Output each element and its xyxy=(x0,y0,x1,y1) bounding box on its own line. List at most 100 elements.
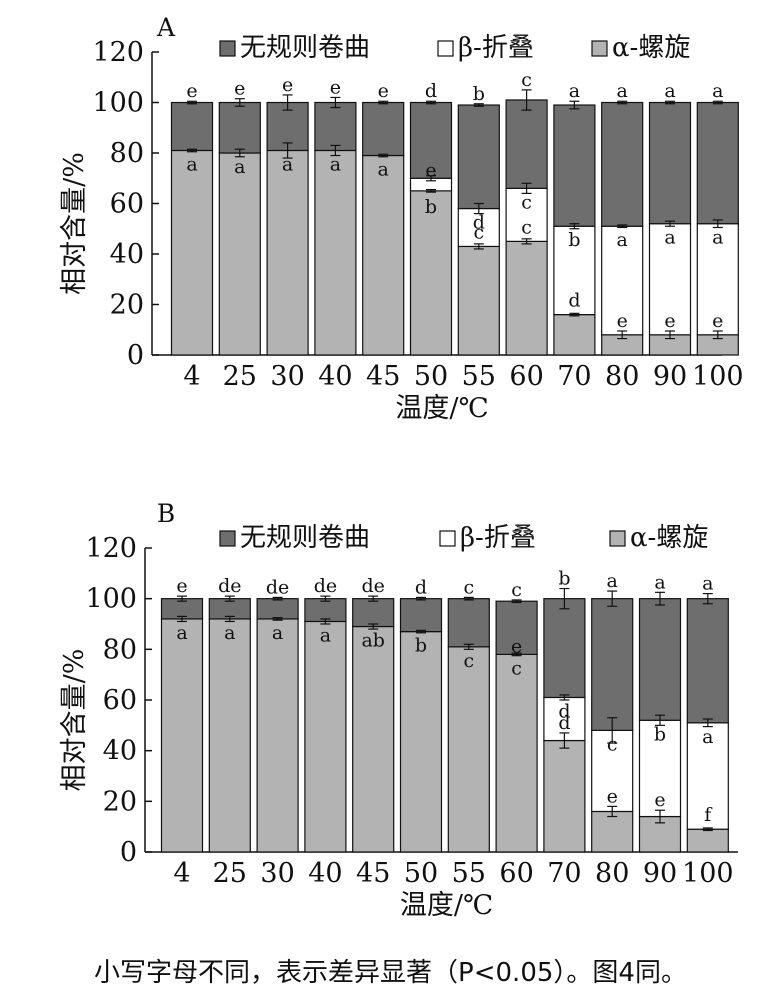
bar-random-coil xyxy=(256,598,299,620)
y-tick-label: 80 xyxy=(103,634,137,665)
bar-random-coil xyxy=(543,598,586,699)
significance-letter: e xyxy=(511,635,522,657)
bar-random-coil xyxy=(553,104,596,227)
significance-letter: c xyxy=(521,69,532,91)
x-tick-label: 25 xyxy=(223,361,257,392)
bar-random-coil xyxy=(409,101,453,179)
significance-letter: ab xyxy=(361,630,385,652)
bar-beta-sheet xyxy=(553,225,596,316)
x-tick-label: 30 xyxy=(270,361,304,392)
y-tick-label: 20 xyxy=(110,290,144,321)
legend-label-beta-sheet: β-折叠 xyxy=(460,523,536,553)
significance-letter: a xyxy=(664,80,675,102)
significance-letter: e xyxy=(282,74,293,96)
bar-random-coil xyxy=(170,101,214,152)
x-tick-label: 60 xyxy=(499,858,533,889)
x-tick-label: 100 xyxy=(692,361,744,392)
significance-letter: a xyxy=(569,80,580,102)
significance-letter: a xyxy=(702,573,713,595)
significance-letter: c xyxy=(511,579,522,601)
significance-letter: d xyxy=(558,712,570,734)
significance-letter: e xyxy=(330,76,341,98)
y-tick-label: 120 xyxy=(92,37,144,68)
bar-beta-sheet xyxy=(601,225,644,336)
significance-letter: e xyxy=(607,785,618,807)
x-tick-label: 4 xyxy=(183,361,200,392)
legend-label-random-coil: 无规则卷曲 xyxy=(240,33,370,63)
significance-letter: a xyxy=(282,153,293,175)
legend-swatch-random-coil xyxy=(219,530,236,547)
y-axis-title: 相对含量/% xyxy=(59,152,90,295)
legend-label-alpha-helix: α-螺旋 xyxy=(630,523,708,553)
bar-random-coil xyxy=(362,101,405,157)
significance-letter: de xyxy=(361,575,384,597)
y-tick-label: 0 xyxy=(120,837,137,868)
significance-letter: a xyxy=(224,622,235,644)
bar-random-coil xyxy=(638,598,682,721)
x-tick-label: 40 xyxy=(318,361,352,392)
x-tick-label: 90 xyxy=(653,361,687,392)
y-axis-title: 相对含量/% xyxy=(59,649,90,792)
significance-letter: a xyxy=(664,227,675,249)
x-tick-label: 80 xyxy=(595,858,629,889)
significance-letter: a xyxy=(378,159,389,181)
significance-letter: b xyxy=(473,83,485,105)
bar-alpha-helix xyxy=(304,620,347,853)
legend-swatch-beta-sheet xyxy=(439,530,456,547)
x-tick-label: 4 xyxy=(173,858,190,889)
bar-alpha-helix xyxy=(591,810,634,853)
bar-random-coil xyxy=(304,598,347,623)
significance-letter: e xyxy=(176,575,187,597)
bar-random-coil xyxy=(457,104,500,210)
bar-random-coil xyxy=(686,598,729,724)
significance-letter: b xyxy=(568,229,580,251)
bar-alpha-helix xyxy=(160,618,204,853)
bar-alpha-helix xyxy=(256,618,299,853)
bar-random-coil xyxy=(591,598,634,732)
significance-letter: e xyxy=(664,310,675,332)
x-tick-label: 100 xyxy=(682,858,734,889)
significance-letter: b xyxy=(654,723,666,745)
bar-alpha-helix xyxy=(447,646,490,853)
significance-letter: e xyxy=(654,789,665,811)
bar-alpha-helix xyxy=(409,190,453,356)
significance-letter: e xyxy=(712,310,723,332)
bar-random-coil xyxy=(601,101,644,227)
bar-alpha-helix xyxy=(686,828,729,853)
x-tick-label: 90 xyxy=(643,858,677,889)
bar-alpha-helix xyxy=(208,618,251,853)
significance-letter: b xyxy=(415,635,427,657)
x-tick-label: 45 xyxy=(356,858,390,889)
legend-label-alpha-helix: α-螺旋 xyxy=(612,33,690,63)
significance-letter: c xyxy=(473,221,484,243)
y-tick-label: 40 xyxy=(103,736,137,767)
significance-letter: a xyxy=(702,726,713,748)
x-tick-label: 25 xyxy=(213,858,247,889)
x-tick-label: 70 xyxy=(547,858,581,889)
significance-letter: f xyxy=(704,804,713,826)
x-tick-label: 50 xyxy=(404,858,438,889)
bar-alpha-helix xyxy=(314,149,357,356)
legend-swatch-alpha-helix xyxy=(591,40,608,57)
significance-letter: c xyxy=(607,733,618,755)
significance-letter: de xyxy=(266,576,289,598)
bar-alpha-helix xyxy=(457,245,500,356)
bar-alpha-helix xyxy=(266,149,309,356)
bar-beta-sheet xyxy=(505,187,548,242)
legend-label-beta-sheet: β-折叠 xyxy=(458,33,534,63)
bar-random-coil xyxy=(505,99,548,189)
legend-swatch-beta-sheet xyxy=(437,40,454,57)
significance-letter: a xyxy=(617,80,628,102)
legend-swatch-random-coil xyxy=(219,40,236,57)
y-tick-label: 0 xyxy=(127,340,144,371)
x-tick-label: 80 xyxy=(605,361,639,392)
x-tick-label: 50 xyxy=(414,361,448,392)
y-tick-label: 60 xyxy=(110,189,144,220)
significance-letter: e xyxy=(186,80,197,102)
x-tick-label: 70 xyxy=(557,361,591,392)
x-tick-label: 40 xyxy=(308,858,342,889)
panel-label: B xyxy=(157,499,175,528)
significance-letter: c xyxy=(521,191,532,213)
significance-letter: c xyxy=(521,216,532,238)
